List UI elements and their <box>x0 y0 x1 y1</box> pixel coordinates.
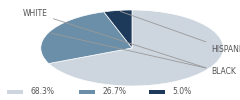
Text: BLACK: BLACK <box>51 33 236 76</box>
Text: HISPANIC: HISPANIC <box>120 11 240 55</box>
Text: 68.3%: 68.3% <box>31 88 55 96</box>
Bar <box>7 90 24 94</box>
Wedge shape <box>49 10 223 86</box>
Text: WHITE: WHITE <box>23 8 206 68</box>
Wedge shape <box>41 12 132 64</box>
Bar <box>79 90 96 94</box>
Text: 5.0%: 5.0% <box>172 88 192 96</box>
Bar <box>149 90 165 94</box>
Text: 26.7%: 26.7% <box>103 88 127 96</box>
Wedge shape <box>104 10 132 48</box>
